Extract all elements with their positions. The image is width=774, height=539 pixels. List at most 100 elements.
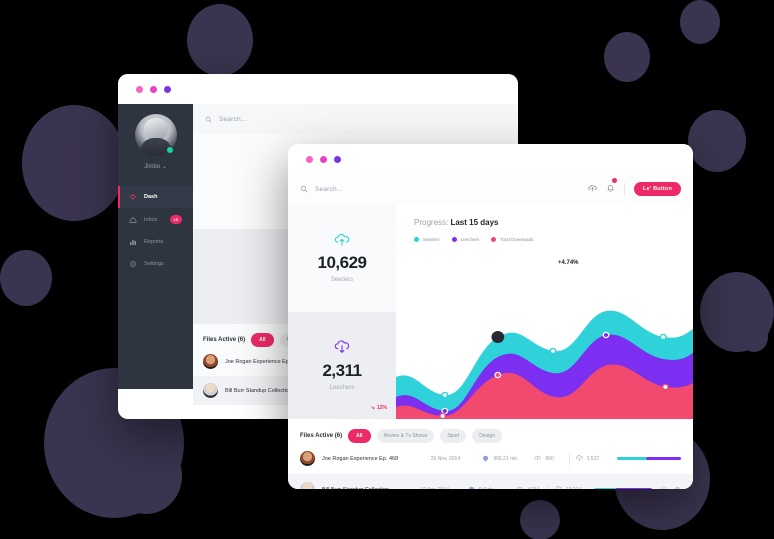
reports-icon	[129, 238, 137, 246]
violet-dot-icon[interactable]	[334, 155, 341, 163]
chart-annotation: +4.74%	[558, 260, 579, 266]
search-input[interactable]: Search...	[300, 180, 580, 198]
cloud-upload-icon[interactable]	[588, 180, 597, 198]
avatar-joe	[300, 451, 315, 466]
pause-icon[interactable]	[660, 486, 667, 489]
file-downloads: 19,214	[566, 487, 594, 490]
magenta-dot-icon[interactable]	[150, 85, 157, 93]
area-total-downloads	[396, 364, 693, 419]
filter-chip-movies-tv[interactable]: Movies & Tv Shows	[376, 429, 435, 443]
sidebar-item-reports[interactable]: Reports	[118, 231, 193, 253]
files-header: Files Active (6) All Movies & Tv Shows S…	[300, 429, 681, 443]
legend-swatch	[491, 237, 497, 242]
bg-circle	[688, 110, 746, 172]
legend-item-seeders[interactable]: Seeders	[414, 237, 440, 242]
bg-circle	[740, 322, 768, 352]
pink-dot-icon[interactable]	[306, 155, 313, 163]
front-stats-column: 10,629 Seeders 2,311 Leechers ↘ 12%	[288, 204, 396, 419]
back-search-placeholder: Search...	[219, 115, 247, 123]
stat-card-seeders: 10,629 Seeders	[288, 204, 396, 312]
violet-dot-icon[interactable]	[164, 85, 171, 93]
pink-dot-icon[interactable]	[136, 85, 143, 93]
front-dashboard-window[interactable]: Search... Le' Button 10,629 Seeders	[288, 144, 693, 489]
trend-value: 12%	[376, 405, 387, 411]
cloud-download-icon	[334, 340, 350, 361]
legend-label: Total Downloads	[500, 237, 534, 242]
back-toolbar: Search...	[193, 104, 518, 134]
sidebar-item-label: Inbox	[144, 216, 158, 223]
bg-circle	[110, 438, 182, 514]
legend-swatch	[451, 237, 457, 242]
legend-swatch	[414, 237, 419, 242]
inbox-icon	[129, 216, 137, 224]
front-toolbar: Search... Le' Button	[288, 174, 693, 204]
cloud-download-icon	[575, 455, 583, 462]
filter-chip-sport[interactable]: Sport	[440, 429, 467, 443]
settings-icon	[129, 260, 137, 268]
stat-value-seeders: 10,629	[317, 253, 368, 273]
cloud-upload-icon	[516, 486, 523, 489]
chart-tooltip-marker[interactable]	[491, 331, 505, 343]
area-chart[interactable]	[396, 289, 693, 419]
magenta-dot-icon[interactable]	[320, 155, 327, 163]
file-date: 02 Apr, 2014	[421, 487, 468, 490]
sidebar-username[interactable]: Jimbo ⌄	[118, 163, 193, 170]
chart-title-prefix: Progress:	[414, 218, 449, 227]
bg-circle	[520, 500, 560, 539]
files-section: Files Active (6) All Movies & Tv Shows S…	[288, 419, 693, 443]
sidebar-item-dash[interactable]: Dash	[118, 186, 193, 208]
chevron-down-icon[interactable]: ⌄	[161, 164, 167, 170]
back-filter-chip-all[interactable]: All	[251, 333, 274, 347]
status-badge: ↘ 12%	[371, 405, 387, 411]
back-table-row[interactable]: Joe Rogan Experience Ep. 468	[193, 347, 518, 376]
filter-chip-design[interactable]: Design	[472, 429, 502, 443]
row-divider	[568, 452, 570, 465]
back-search-input[interactable]: Search...	[205, 110, 506, 128]
data-point	[602, 331, 610, 339]
file-name: Joe Rogan Experience Ep. 468	[322, 455, 399, 462]
stat-label-seeders: Seeders	[330, 277, 354, 284]
filter-chip-all[interactable]: All	[348, 429, 371, 443]
bell-icon[interactable]	[606, 178, 618, 198]
sidebar-item-settings[interactable]: Settings	[118, 253, 193, 275]
data-point	[439, 412, 447, 419]
stat-value-leechers: 2,311	[322, 360, 362, 380]
table-row[interactable]: Bill Burr Standup Collection 02 Apr, 201…	[288, 474, 693, 489]
data-point	[659, 333, 667, 341]
legend-label: Seeders	[423, 237, 440, 242]
dash-icon	[129, 193, 137, 201]
bg-circle	[187, 4, 253, 76]
table-row[interactable]: Joe Rogan Experience Ep. 468 26 Nov, 201…	[288, 443, 693, 474]
back-files-title: Files Active (6)	[203, 337, 246, 343]
file-downloads: 3,522	[586, 455, 600, 462]
sidebar: Jimbo ⌄ Dash Inbox 10	[118, 104, 193, 389]
sidebar-item-label: Dash	[144, 194, 158, 200]
row-actions	[660, 486, 681, 489]
file-size: 9.8 gb	[479, 487, 516, 490]
bg-circle	[604, 32, 650, 82]
back-file-name: Bill Burr Standup Collection	[225, 387, 292, 394]
le-button[interactable]: Le' Button	[634, 182, 681, 196]
back-file-name: Joe Rogan Experience Ep. 468	[225, 358, 302, 365]
chart-title-value: Last 15 days	[450, 218, 499, 227]
row-divider	[548, 483, 550, 489]
shield-icon	[482, 455, 489, 462]
chart-title: Progress: Last 15 days	[414, 218, 693, 227]
file-date: 26 Nov, 2014	[430, 455, 461, 462]
chart-legend: Seeders Leechers Total Downloads	[414, 237, 693, 242]
search-icon	[300, 180, 308, 198]
legend-item-leechers[interactable]: Leechers	[451, 237, 480, 242]
data-point	[494, 371, 502, 379]
legend-label: Leechers	[460, 237, 480, 242]
sidebar-item-label: Settings	[144, 261, 164, 267]
avatar[interactable]	[134, 114, 177, 156]
cloud-upload-icon	[334, 232, 350, 253]
sidebar-item-inbox[interactable]: Inbox 10	[118, 208, 193, 231]
data-point	[661, 383, 669, 391]
trash-icon[interactable]	[674, 486, 681, 489]
sidebar-item-label: Reports	[144, 239, 164, 245]
inbox-badge: 10	[169, 215, 182, 224]
bg-circle	[0, 250, 52, 306]
shield-icon	[468, 486, 475, 489]
legend-item-total-downloads[interactable]: Total Downloads	[491, 237, 533, 242]
